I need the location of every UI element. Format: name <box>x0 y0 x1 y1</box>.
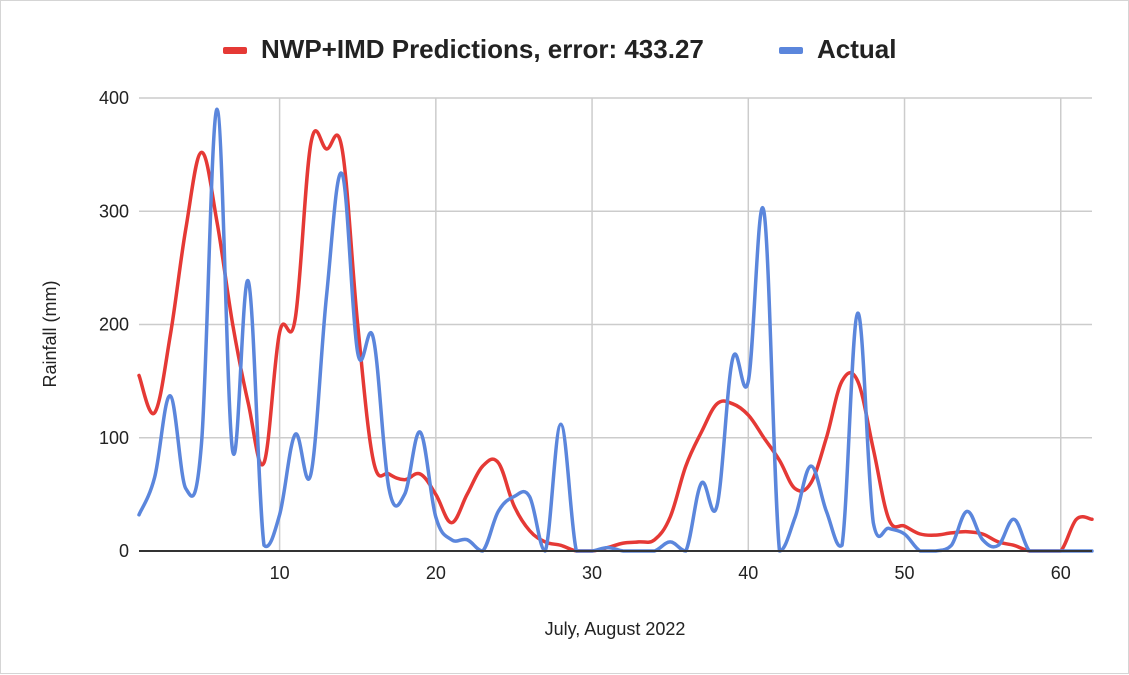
y-tick-label: 0 <box>119 541 129 561</box>
y-tick-label: 300 <box>99 201 129 221</box>
y-axis-ticks: 0 100 200 300 400 <box>99 88 129 561</box>
x-tick-label: 40 <box>738 563 758 583</box>
series-line-actual <box>137 107 1094 553</box>
y-axis-title: Rainfall (mm) <box>40 280 60 387</box>
x-tick-label: 60 <box>1051 563 1071 583</box>
grid-lines <box>139 97 1092 551</box>
x-axis-title: July, August 2022 <box>545 619 686 639</box>
x-axis-ticks: 10 20 30 40 50 60 <box>270 563 1071 583</box>
legend-label-actual: Actual <box>817 34 896 64</box>
x-tick-label: 20 <box>426 563 446 583</box>
y-tick-label: 100 <box>99 428 129 448</box>
x-tick-label: 50 <box>895 563 915 583</box>
legend-swatch-predictions <box>223 47 247 54</box>
legend-label-predictions: NWP+IMD Predictions, error: 433.27 <box>261 34 704 64</box>
legend: NWP+IMD Predictions, error: 433.27 Actua… <box>223 34 896 64</box>
y-tick-label: 200 <box>99 315 129 335</box>
y-tick-label: 400 <box>99 88 129 108</box>
series-line-predictions <box>137 129 1094 553</box>
x-tick-label: 10 <box>270 563 290 583</box>
x-tick-label: 30 <box>582 563 602 583</box>
series-layer <box>137 107 1094 553</box>
legend-swatch-actual <box>779 47 803 54</box>
